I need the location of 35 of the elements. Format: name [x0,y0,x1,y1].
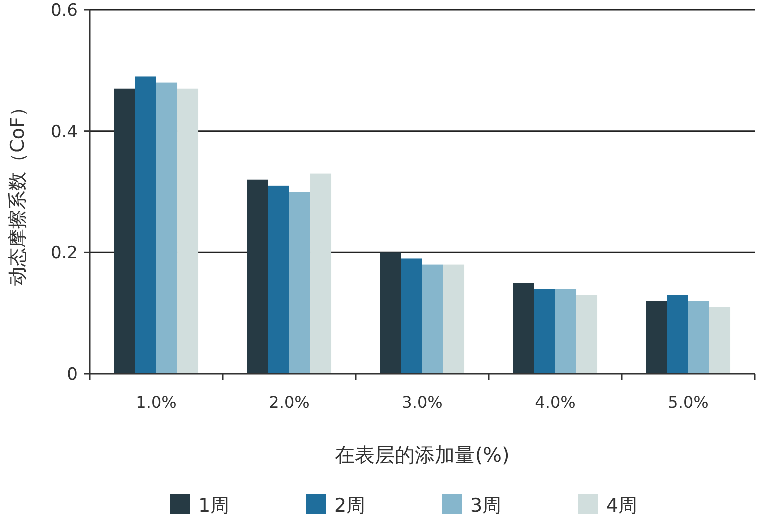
bar [135,76,156,374]
bar [156,82,178,374]
bar [268,186,290,374]
bar [114,88,136,374]
y-axis-title: 动态摩擦系数（CoF） [7,98,29,286]
x-tick-label: 3.0% [402,393,443,412]
bar [247,180,268,374]
y-tick-label: 0.2 [50,244,78,264]
bar [401,258,422,374]
legend-label: 3周 [470,495,502,517]
bar [310,174,332,374]
bar [422,264,444,374]
bar [576,295,598,374]
bar [688,301,710,374]
bar [178,88,199,374]
bar [444,264,465,374]
bar [646,301,668,374]
bar [667,295,688,374]
bar [534,289,556,374]
bar [513,283,534,374]
x-tick-label: 5.0% [668,393,709,412]
bar [710,307,731,374]
legend-label: 4周 [606,495,638,517]
y-tick-label: 0 [67,365,78,385]
x-tick-label: 1.0% [136,393,177,412]
x-tick-label: 2.0% [269,393,310,412]
y-tick-label: 0.6 [50,1,78,21]
bar [380,252,402,374]
x-tick-label: 4.0% [535,393,576,412]
legend-label: 2周 [334,495,366,517]
legend-label: 1周 [198,495,230,517]
bar [290,192,311,374]
bar [556,289,577,374]
x-axis-title: 在表层的添加量(%) [335,443,510,467]
y-tick-label: 0.4 [50,122,78,142]
